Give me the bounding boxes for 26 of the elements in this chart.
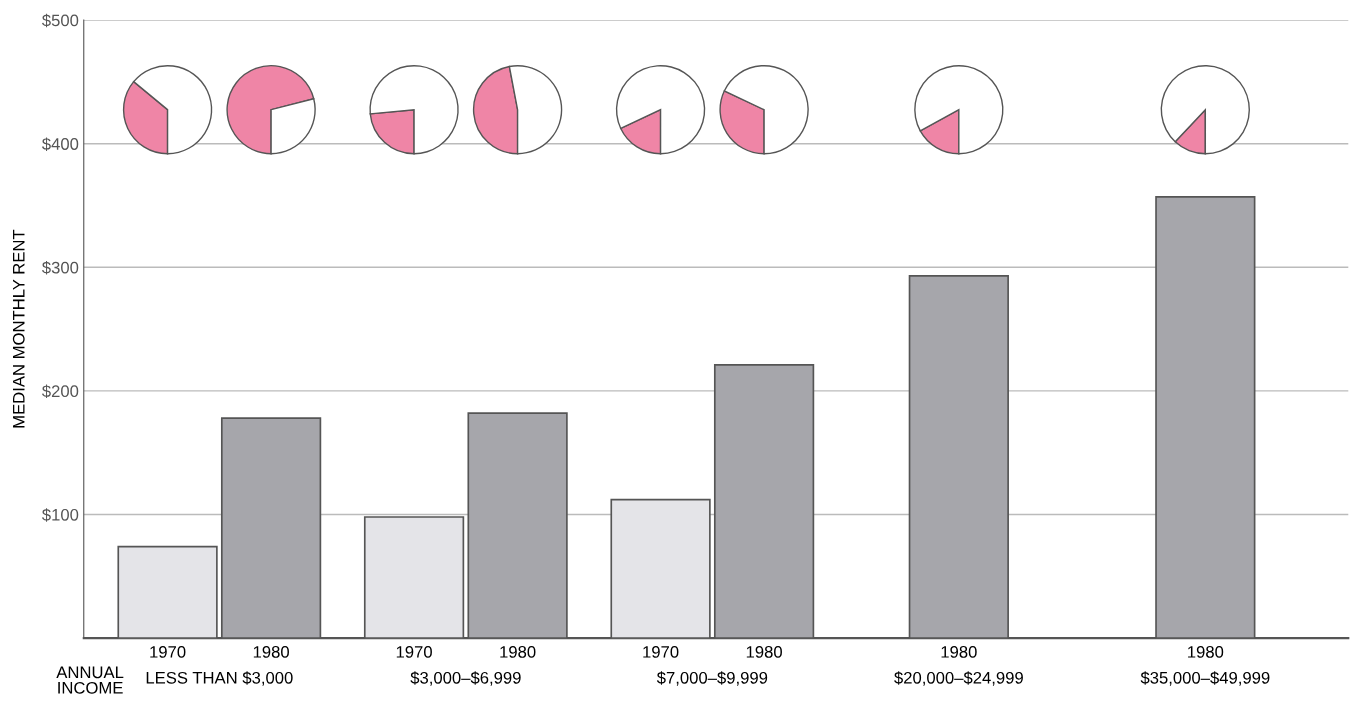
pie-slice — [369, 65, 459, 155]
x-tick-label: $20,000–$24,999 — [894, 671, 1023, 686]
series-label: 1980 — [253, 645, 289, 658]
y-tick-label: $300 — [42, 261, 79, 275]
text: 1980 — [941, 645, 977, 658]
pie-slice — [615, 64, 706, 155]
y-tick-label: $100 — [42, 508, 79, 522]
y-tick-label: $500 — [42, 13, 79, 28]
text: 1970 — [643, 645, 679, 658]
series-label: 1970 — [150, 645, 186, 658]
x-axis-title: ANNUAL INCOME — [56, 666, 124, 694]
pie-slice — [723, 65, 809, 155]
text: 1980 — [500, 645, 536, 658]
x-tick-label: $7,000–$9,999 — [656, 671, 768, 686]
y-tick-label: $400 — [42, 137, 79, 151]
text: 1980 — [1188, 645, 1224, 658]
y-tick-label: $200 — [42, 384, 79, 399]
text: 1970 — [396, 645, 432, 658]
x-tick-label: LESS THAN $3,000 — [146, 671, 293, 686]
y-axis-title: MEDIAN MONTHLY RENT — [12, 229, 25, 428]
x-tick-label: $3,000–$6,999 — [410, 671, 521, 686]
x-tick-label: $35,000–$49,999 — [1140, 671, 1270, 686]
pie-slice — [914, 65, 1004, 155]
pie-slice — [226, 65, 315, 155]
text: 1980 — [746, 645, 782, 658]
pie-slice — [1160, 64, 1251, 155]
